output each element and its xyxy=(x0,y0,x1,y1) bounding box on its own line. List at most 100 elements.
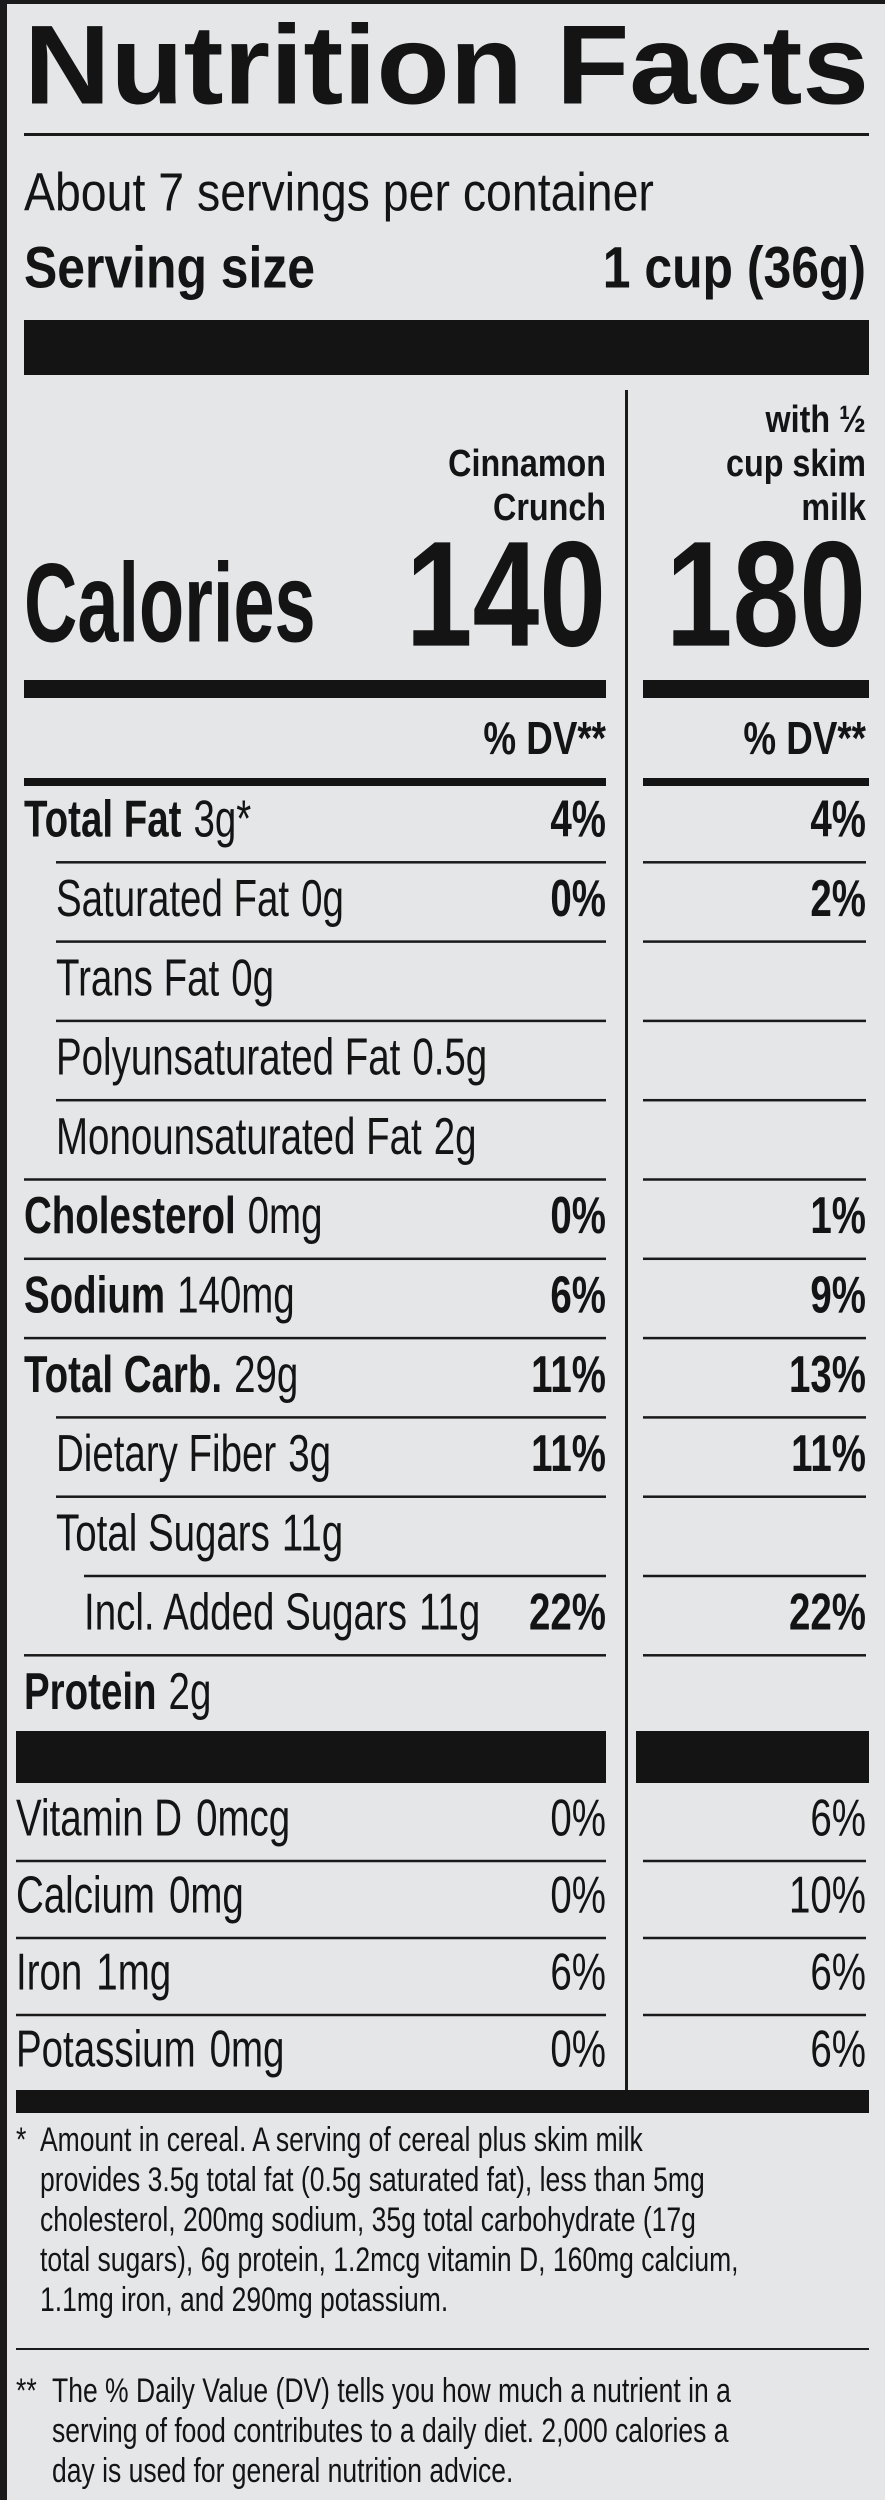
nutrient-name: Dietary Fiber xyxy=(56,1425,276,1483)
footnote-line: Amount in cereal. A serving of cereal pl… xyxy=(40,2121,643,2159)
footnote-line: cholesterol, 200mg sodium, 35g total car… xyxy=(40,2201,696,2239)
nutrient-dv: 2% xyxy=(810,869,866,927)
serving-size-label: Serving size xyxy=(24,236,315,300)
vitamin-name: Vitamin D xyxy=(16,1789,182,1847)
nutrient-dv: 0% xyxy=(550,869,606,927)
nutrient-amount: 0g xyxy=(231,949,274,1007)
row-rule xyxy=(643,1654,866,1657)
row-rule xyxy=(643,1936,866,1940)
vitamin-amount: 1mg xyxy=(96,1943,171,2001)
nutrient-amount: 0mg xyxy=(248,1187,323,1245)
nutrient-dv: 1% xyxy=(810,1187,866,1245)
row-rule xyxy=(643,1574,866,1578)
nutrient-amount: 3g* xyxy=(193,790,251,848)
serving-bar xyxy=(24,320,869,375)
nutrient-dv: 6% xyxy=(550,1266,606,1324)
row-rule xyxy=(643,1336,866,1340)
nutrient-amount: 29g xyxy=(234,1345,298,1403)
footnote-marker: * xyxy=(16,2121,26,2159)
top-border xyxy=(0,0,885,4)
row-rule xyxy=(24,1257,606,1261)
nutrient-amount: 11g xyxy=(282,1504,343,1562)
nutrient-amount: 11g xyxy=(419,1583,480,1641)
nutrient-name: Protein xyxy=(24,1662,157,1720)
footnote-line: day is used for general nutrition advice… xyxy=(52,2452,513,2490)
vitamin-amount: 0mcg xyxy=(196,1789,290,1847)
row-rule xyxy=(16,2013,606,2017)
column-header: with ½ xyxy=(765,399,866,441)
nutrient-name: Saturated Fat xyxy=(56,869,289,927)
row-rule xyxy=(56,1019,606,1023)
column-header: cup skim xyxy=(726,443,866,485)
nutrient-dv: 4% xyxy=(550,790,606,848)
footnote-line: provides 3.5g total fat (0.5g saturated … xyxy=(40,2161,705,2199)
bottom-bar xyxy=(16,2090,869,2113)
nutrient-dv: 22% xyxy=(789,1583,866,1641)
row-rule xyxy=(16,1936,606,1940)
vitamin-dv: 6% xyxy=(550,1943,606,2001)
row-rule xyxy=(24,1654,606,1657)
nutrient-dv: 22% xyxy=(529,1583,606,1641)
column-divider xyxy=(625,390,628,2090)
vitamin-dv: 6% xyxy=(810,1943,866,2001)
left-border xyxy=(0,0,7,2500)
row-rule xyxy=(84,1574,606,1578)
nutrient-dv: 11% xyxy=(791,1425,866,1483)
row-rule xyxy=(643,861,866,864)
vitamin-dv: 0% xyxy=(550,2020,606,2078)
serving-size-value: 1 cup (36g) xyxy=(603,236,866,300)
nutrient-dv: 0% xyxy=(550,1187,606,1245)
calories-value: 140 xyxy=(406,510,606,678)
row-rule xyxy=(24,1336,606,1340)
vitamin-dv: 10% xyxy=(789,1866,866,1924)
row-rule xyxy=(56,1416,606,1419)
row-rule xyxy=(643,1098,866,1102)
nutrient-dv: 11% xyxy=(531,1345,606,1403)
vitamin-bar xyxy=(636,1731,869,1783)
nutrient-amount: 3g xyxy=(288,1425,331,1483)
vitamin-dv: 6% xyxy=(810,2020,866,2078)
dv-rule xyxy=(643,778,869,786)
row-rule xyxy=(643,1859,866,1863)
nutrient-dv: 9% xyxy=(810,1266,866,1324)
calories-value: 180 xyxy=(666,510,866,678)
nutrient-amount: 2g xyxy=(169,1662,212,1720)
row-rule xyxy=(643,1495,866,1498)
nutrient-name: Trans Fat xyxy=(56,949,219,1007)
row-rule xyxy=(56,940,606,943)
nutrient-name: Total Sugars xyxy=(56,1504,270,1562)
row-rule xyxy=(643,1019,866,1023)
column-header: Crunch xyxy=(493,487,606,529)
vitamin-amount: 0mg xyxy=(210,2020,285,2078)
nutrient-name: Incl. Added Sugars xyxy=(84,1583,407,1641)
vitamin-dv: 6% xyxy=(810,1789,866,1847)
nutrient-dv: 13% xyxy=(789,1345,866,1403)
calories-bar xyxy=(24,680,606,698)
row-rule xyxy=(24,1178,606,1181)
column-header: Cinnamon xyxy=(448,443,606,485)
nutrient-name: Monounsaturated Fat xyxy=(56,1107,422,1165)
footnote-marker: ** xyxy=(16,2372,37,2410)
row-rule xyxy=(643,1257,866,1261)
nutrient-amount: 140mg xyxy=(177,1266,295,1324)
vitamin-name: Iron xyxy=(16,1943,82,2001)
servings: About 7 servings per container xyxy=(24,161,654,222)
vitamin-dv: 0% xyxy=(550,1789,606,1847)
nutrient-name: Sodium xyxy=(24,1266,165,1324)
nutrient-amount: 0.5g xyxy=(412,1028,487,1086)
footnote-line: serving of food contributes to a daily d… xyxy=(52,2412,729,2450)
nutrient-dv: 4% xyxy=(810,790,866,848)
calories-label: Calories xyxy=(24,541,316,666)
row-rule xyxy=(56,1495,606,1498)
calories-bar xyxy=(643,680,869,698)
title-rule xyxy=(24,133,869,136)
column-header: milk xyxy=(801,487,866,529)
vitamin-dv: 0% xyxy=(550,1866,606,1924)
row-rule xyxy=(16,1859,606,1863)
vitamin-bar xyxy=(16,1731,606,1783)
nutrient-dv: 11% xyxy=(531,1425,606,1483)
dv-header: % DV** xyxy=(483,712,606,764)
nutrient-name: Total Carb. xyxy=(24,1345,222,1403)
